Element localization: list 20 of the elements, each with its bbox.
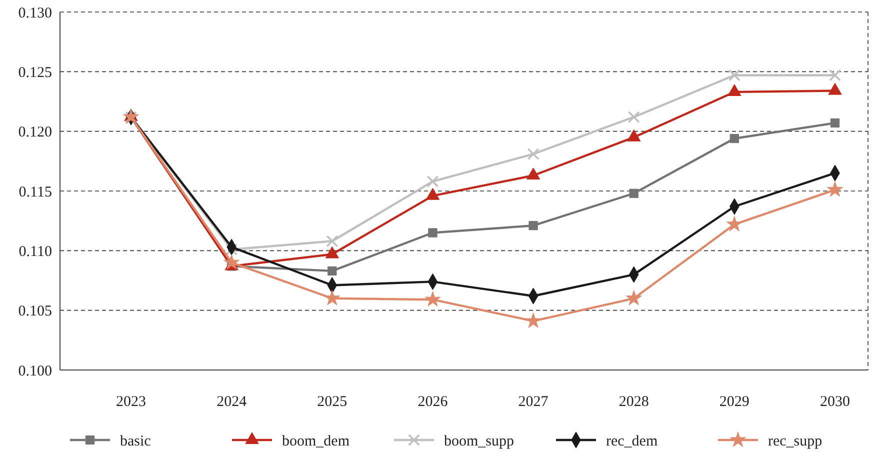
y-tick-label: 0.105 — [18, 304, 52, 320]
y-tick-label: 0.115 — [18, 184, 52, 200]
y-tick-label: 0.125 — [18, 64, 52, 81]
y-tick-label: 0.130 — [18, 5, 52, 22]
legend-label: basic — [120, 433, 152, 450]
legend-label: boom_dem — [282, 433, 350, 450]
x-tick-label: 2026 — [418, 394, 448, 410]
legend-label: rec_dem — [606, 433, 658, 450]
x-tick-label: 2028 — [618, 394, 649, 410]
legend-label: boom_supp — [444, 433, 514, 450]
legend-label: rec_supp — [768, 433, 822, 450]
x-tick-label: 2024 — [216, 394, 248, 410]
x-tick-label: 2029 — [719, 394, 750, 410]
x-tick-label: 2023 — [116, 394, 146, 410]
x-tick-label: 2027 — [518, 394, 549, 410]
y-tick-label: 0.100 — [18, 363, 52, 380]
y-tick-label: 0.120 — [18, 124, 52, 141]
y-tick-label: 0.110 — [18, 244, 52, 260]
x-tick-label: 2030 — [820, 394, 850, 410]
x-tick-label: 2025 — [317, 394, 348, 410]
